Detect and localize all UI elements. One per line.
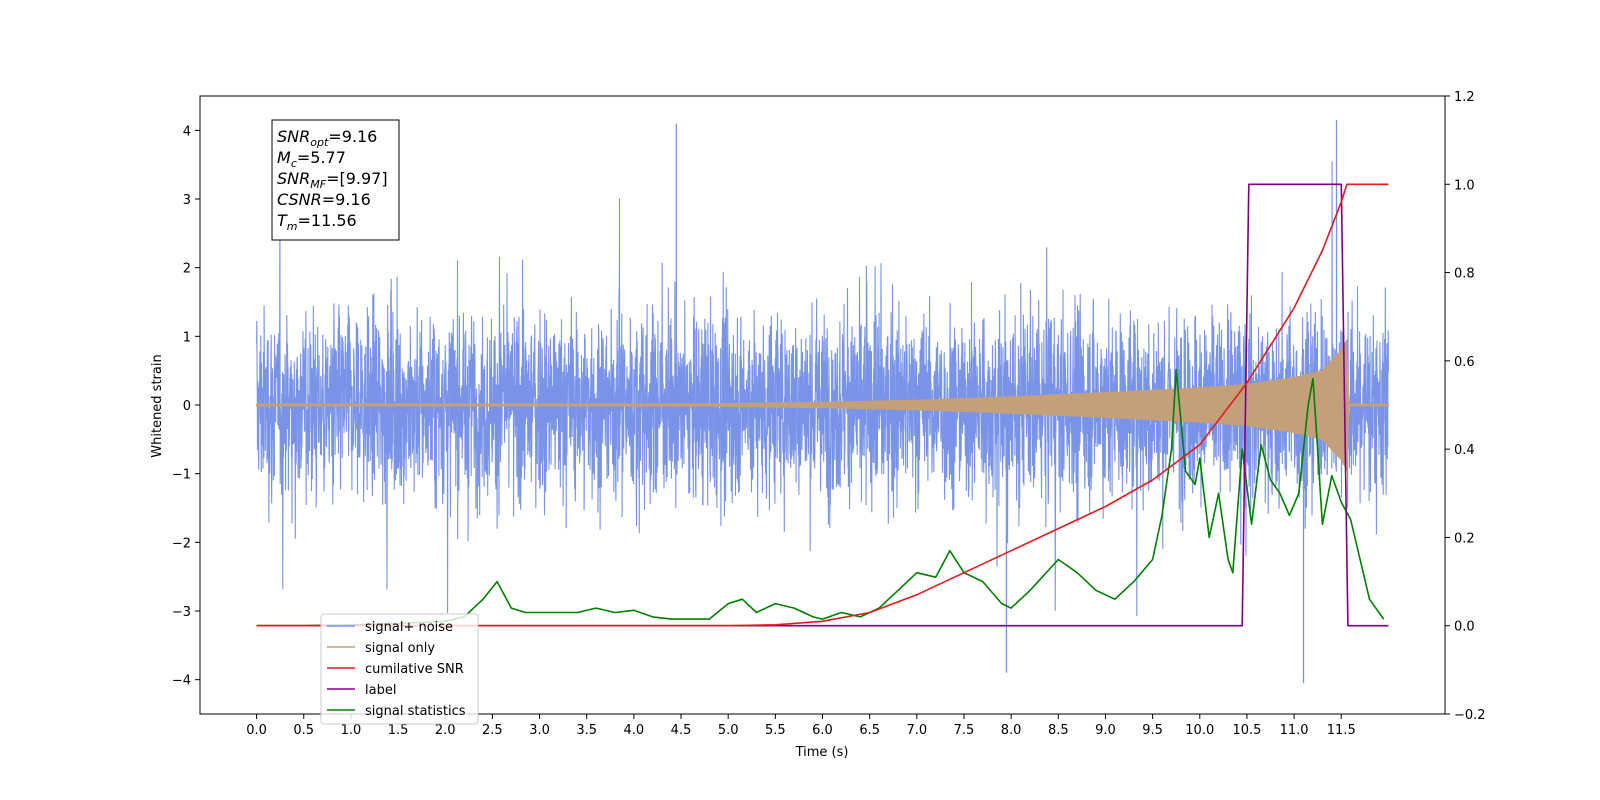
plot-layer	[256, 120, 1389, 684]
y2-tick-label: 0.2	[1454, 531, 1475, 546]
series-signal-statistics	[256, 368, 1385, 627]
y-tick-label: 1	[183, 330, 191, 345]
x-tick-label: 2.5	[482, 723, 503, 738]
x-tick-label: 9.0	[1095, 723, 1116, 738]
x-tick-label: 4.5	[671, 723, 692, 738]
stats-box-frame	[271, 119, 400, 241]
stats-row: Tm=11.56	[277, 211, 357, 233]
stats-row-sub: c	[291, 157, 297, 170]
y-tick-label: −1	[172, 468, 191, 483]
stats-row-value: =[9.97]	[326, 169, 388, 188]
x-tick-label: 4.0	[624, 723, 645, 738]
stats-row-name: SNR	[277, 169, 310, 188]
x-tick-label: 5.0	[718, 723, 739, 738]
y2-tick-label: 1.2	[1454, 90, 1475, 105]
stats-row: CSNR=9.16	[277, 190, 371, 209]
y-tick-label: 2	[183, 262, 191, 277]
series-signal-noise	[256, 161, 1389, 617]
x-tick-label: 8.0	[1001, 723, 1022, 738]
stats-row-name: CSNR	[277, 190, 322, 209]
legend-label: signal+ noise	[365, 620, 453, 635]
x-tick-label: 8.5	[1048, 723, 1069, 738]
stats-row-name: T	[277, 211, 288, 230]
x-tick-label: 7.5	[954, 723, 975, 738]
x-tick-label: 11.5	[1327, 723, 1356, 738]
stats-annotation-box: SNRopt=9.16Mc=5.77SNRMF=[9.97]CSNR=9.16T…	[271, 119, 400, 241]
legend-label: label	[365, 683, 396, 698]
legend-label: signal only	[365, 641, 435, 656]
stats-row-sub: opt	[310, 136, 329, 149]
x-tick-label: 1.0	[341, 723, 362, 738]
legend: signal+ noise signal only cumilative SNR la…	[320, 613, 479, 725]
y2-tick-label: 0.4	[1454, 443, 1475, 458]
legend-label: cumilative SNR	[365, 662, 464, 677]
stats-row-name: SNR	[277, 127, 310, 146]
y2-tick-label: 0.6	[1454, 355, 1475, 370]
stats-row: Mc=5.77	[277, 148, 346, 170]
y2-tick-label: 0.8	[1454, 267, 1475, 282]
x-tick-label: 0.0	[246, 723, 267, 738]
x-tick-label: 2.0	[435, 723, 456, 738]
x-axis: 0.0 0.5 1.0 1.5 2.0 2.5 3.0 3.5 4.0 4.5 5.0 5.5 6.0 6…	[246, 714, 1356, 738]
x-tick-label: 6.5	[859, 723, 880, 738]
x-tick-label: 3.5	[576, 723, 597, 738]
legend-frame	[320, 613, 479, 725]
x-tick-label: 1.5	[388, 723, 409, 738]
x-tick-label: 5.5	[765, 723, 786, 738]
y-tick-label: −3	[172, 605, 191, 620]
y-tick-label: 4	[183, 124, 191, 139]
stats-row-sub: MF	[310, 178, 326, 191]
legend-label: signal statistics	[365, 704, 466, 719]
series-signal-only	[256, 337, 1389, 473]
x-tick-label: 9.5	[1142, 723, 1163, 738]
y-tick-label: 0	[183, 399, 191, 414]
y-tick-label: −4	[172, 674, 191, 689]
x-tick-label: 3.0	[529, 723, 550, 738]
x-tick-label: 0.5	[293, 723, 314, 738]
y2-tick-label: −0.2	[1454, 708, 1486, 723]
y-axis-left: 4 3 2 1 0 −1 −2 −3 −4	[172, 124, 200, 689]
stats-row-value: =11.56	[298, 211, 357, 230]
x-tick-label: 11.0	[1280, 723, 1309, 738]
x-tick-label: 6.0	[812, 723, 833, 738]
y-axis-right: 1.2 1.0 0.8 0.6 0.4 0.2 0.0 −0.2	[1445, 90, 1486, 723]
stats-row: SNRMF=[9.97]	[277, 169, 388, 191]
y-tick-label: 3	[183, 193, 191, 208]
x-axis-label: Time (s)	[795, 745, 849, 760]
stats-row-value: =9.16	[322, 190, 371, 209]
x-tick-label: 7.0	[906, 723, 927, 738]
y2-tick-label: 1.0	[1454, 178, 1475, 193]
series-label	[256, 183, 1389, 627]
stats-row-sub: m	[287, 220, 298, 233]
y-tick-label: −2	[172, 536, 191, 551]
x-tick-label: 10.0	[1185, 723, 1214, 738]
y-axis-label: Whitened strain	[150, 354, 165, 457]
stats-row-value: =5.77	[297, 148, 346, 167]
x-tick-label: 10.5	[1232, 723, 1261, 738]
stats-row-name: M	[277, 148, 291, 167]
y2-tick-label: 0.0	[1454, 620, 1475, 635]
stats-row: SNRopt=9.16	[277, 127, 377, 149]
stats-row-value: =9.16	[328, 127, 377, 146]
series-cumulative-snr	[256, 183, 1389, 627]
